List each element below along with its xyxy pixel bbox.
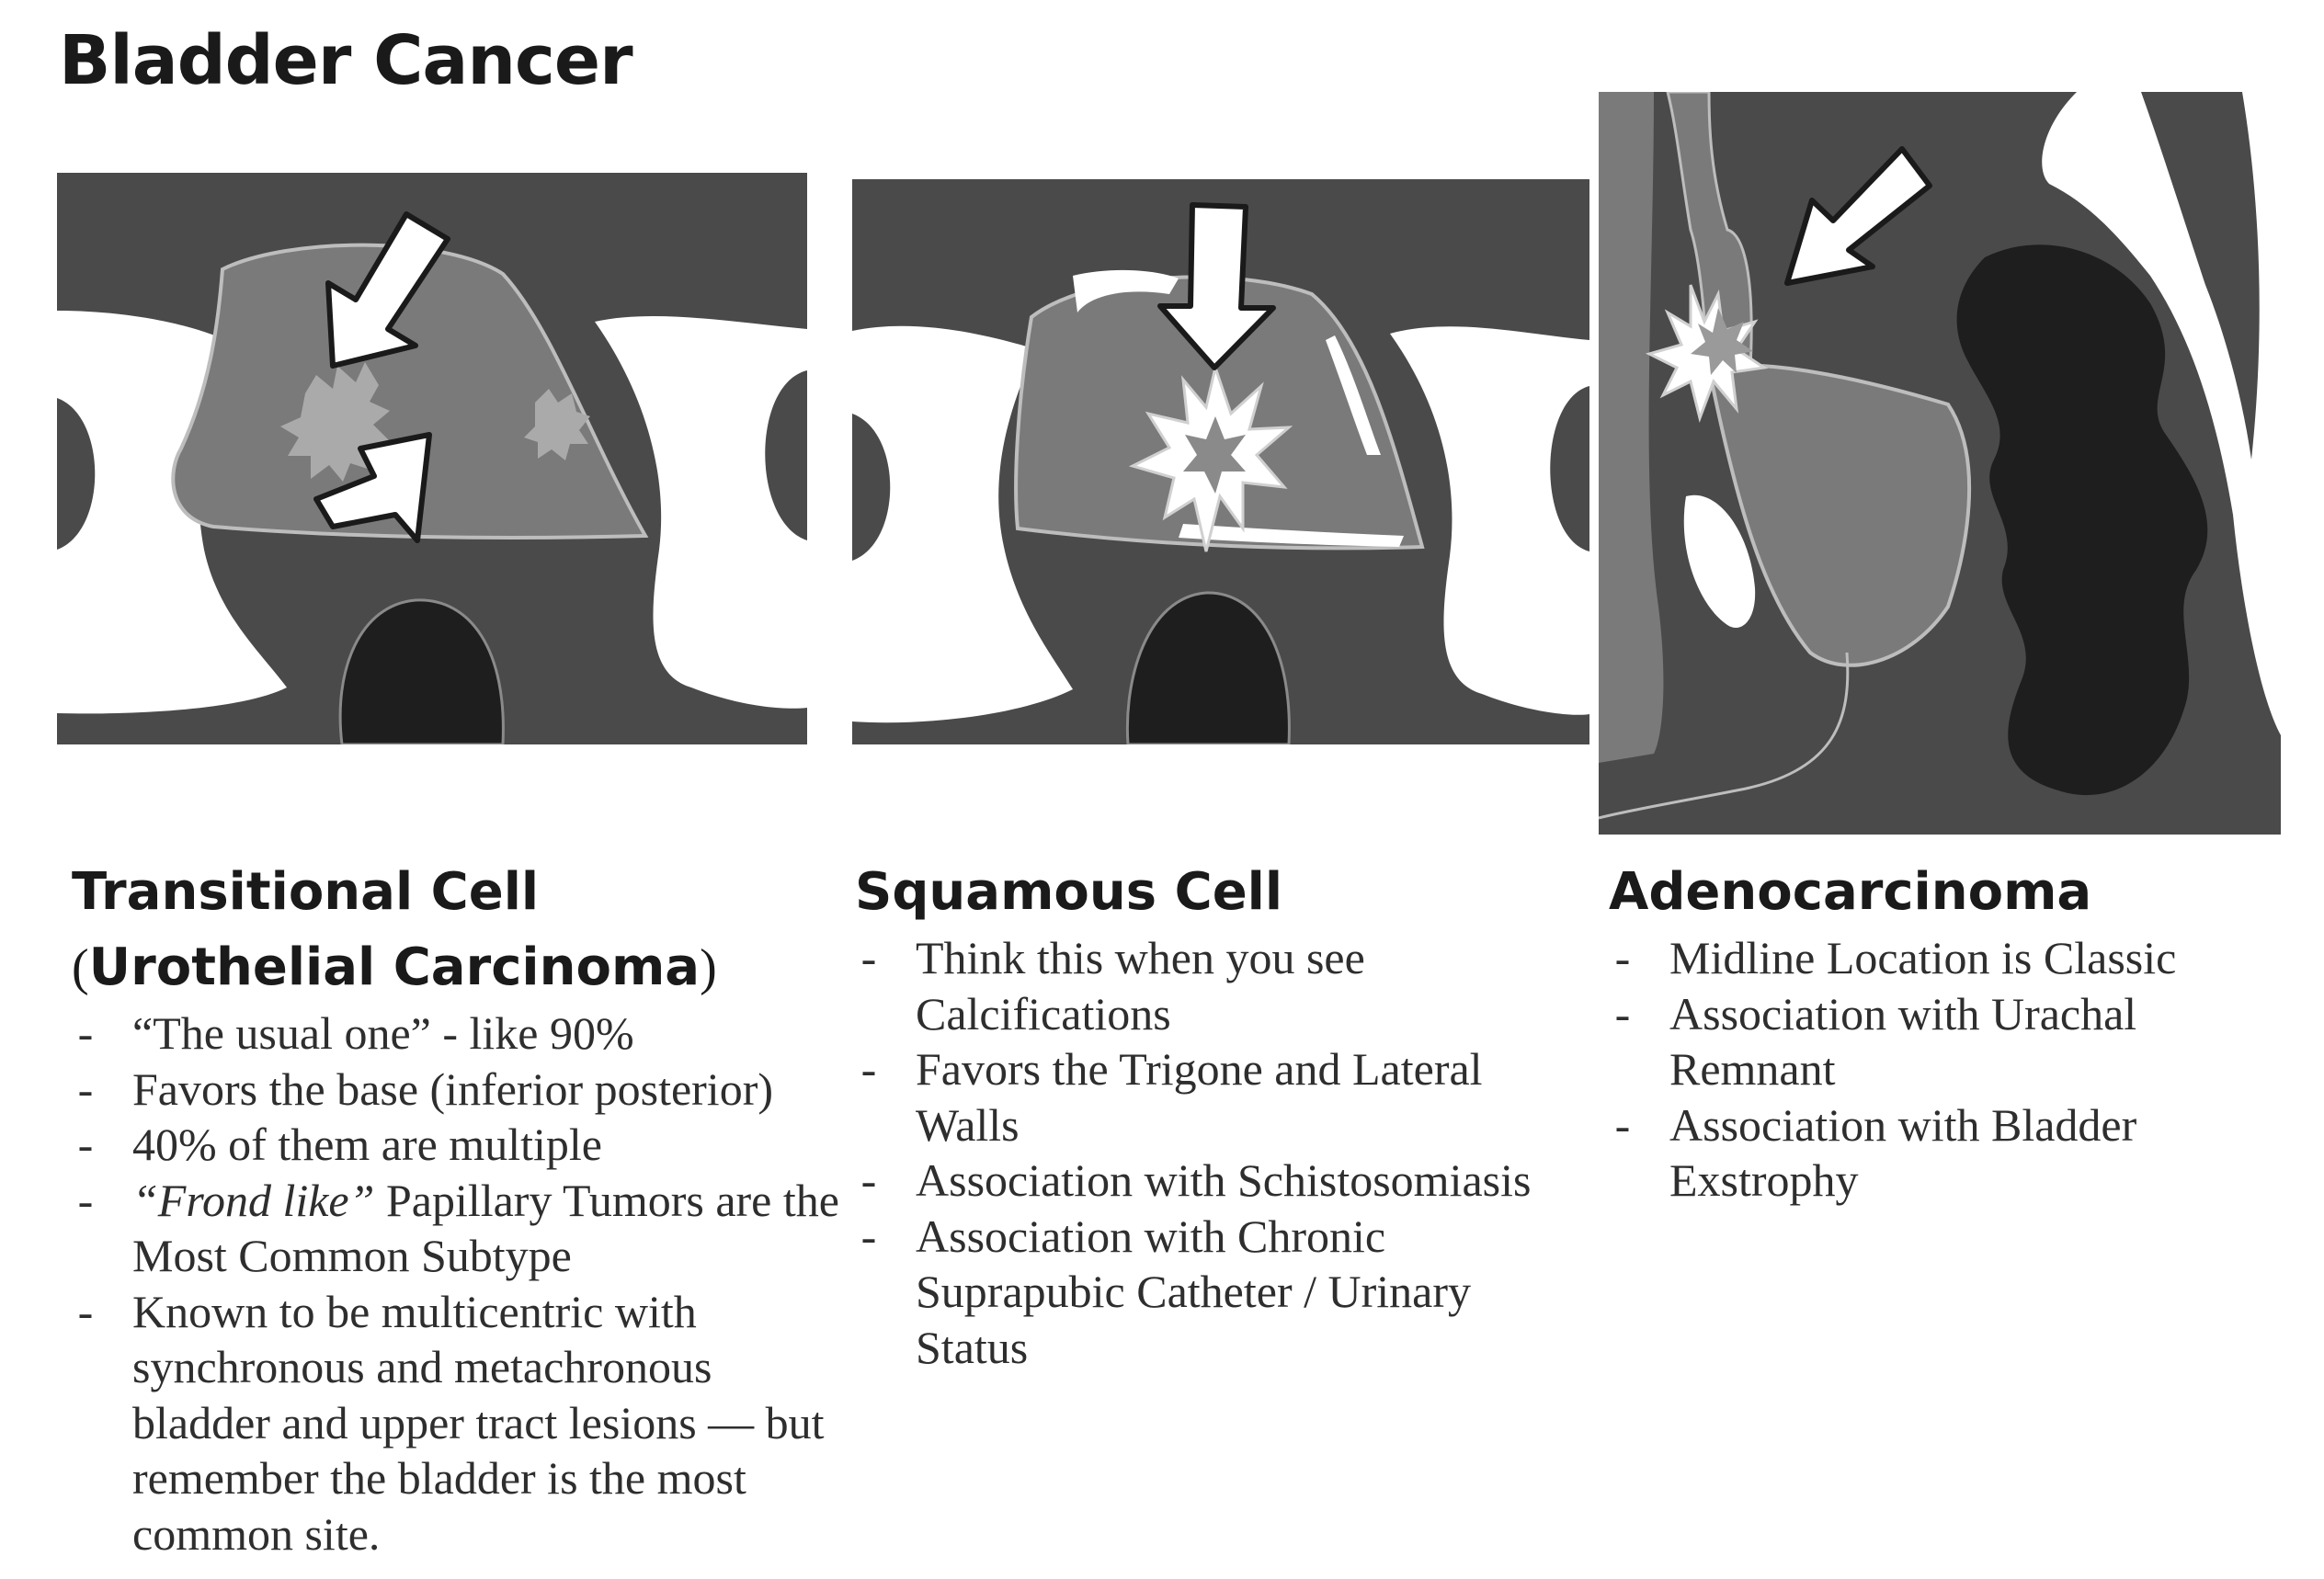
rectum: [1956, 244, 2208, 796]
calcification-wall: [1179, 524, 1404, 547]
bullet-item: Association with Chronic Suprapubic Cath…: [855, 1209, 1572, 1376]
bullet-list: Midline Location is Classic Association …: [1609, 930, 2252, 1209]
subheading-text: Urothelial Carcinoma: [88, 937, 701, 997]
italic-phrase: “Frond like”: [132, 1174, 375, 1226]
bullet-list: Think this when you see Calcifications F…: [855, 930, 1572, 1375]
transitional-cell-section: Transitional Cell (Urothelial Carcinoma)…: [72, 855, 844, 1562]
pelvic-soft-tissue: [2141, 92, 2260, 460]
acetabulum-right: [765, 370, 807, 540]
bullet-item: Midline Location is Classic: [1609, 930, 2252, 986]
bullet-item: 40% of them are multiple: [72, 1117, 844, 1173]
urethra: [1599, 652, 1850, 820]
bullet-item: Association with Urachal Remnant: [1609, 986, 2252, 1097]
bullet-item: Association with Schistosomiasis: [855, 1153, 1572, 1209]
acetabulum-left: [852, 414, 891, 561]
paren-close: ): [700, 939, 717, 996]
bullet-item: Association with Bladder Exstrophy: [1609, 1097, 2252, 1209]
pubic-bone: [1683, 494, 1756, 629]
bullet-item: Think this when you see Calcifications: [855, 930, 1572, 1041]
bullet-item: “Frond like” Papillary Tumors are the Mo…: [72, 1173, 844, 1284]
section-subheading: (Urothelial Carcinoma): [72, 930, 844, 1005]
acetabulum-left: [57, 398, 96, 550]
body-wall: [1599, 92, 1664, 763]
arrow-icon: [1157, 202, 1276, 370]
bullet-item: Known to be multicentric with synchronou…: [72, 1284, 844, 1562]
acetabulum-right: [1550, 386, 1589, 551]
adenocarcinoma-section: Adenocarcinoma Midline Location is Class…: [1609, 855, 2252, 1209]
rectum: [1125, 591, 1291, 744]
adenocarcinoma-illustration: [1599, 92, 2281, 835]
calcification-burst-icon: [1691, 308, 1753, 375]
squamous-cell-section: Squamous Cell Think this when you see Ca…: [855, 855, 1572, 1375]
pelvic-bone-right: [1390, 326, 1589, 715]
arrow-icon: [1784, 146, 1932, 286]
section-heading: Adenocarcinoma: [1609, 862, 2092, 922]
arrow-icon: [325, 211, 450, 369]
section-heading: Squamous Cell: [855, 862, 1283, 922]
bullet-list: “The usual one” - like 90% Favors the ba…: [72, 1005, 844, 1562]
section-heading: Transitional Cell: [72, 862, 540, 922]
bladder: [171, 243, 649, 540]
calcification-wall: [1326, 335, 1381, 455]
squamous-cell-illustration: [852, 179, 1589, 744]
transitional-cell-illustration: [57, 173, 807, 744]
arrow-icon: [313, 432, 432, 543]
pelvic-bone-right: [595, 316, 807, 709]
pelvic-bone-left: [57, 311, 287, 714]
calcification-wall: [1073, 269, 1179, 312]
bullet-item: Favors the Trigone and Lateral Walls: [855, 1041, 1572, 1153]
bullet-item: “The usual one” - like 90%: [72, 1005, 844, 1062]
rectum: [338, 598, 505, 744]
paren-open: (: [72, 939, 89, 996]
calcification-burst-icon: [1183, 416, 1246, 494]
papillary-tumor-icon: [524, 389, 590, 460]
bullet-item: Favors the base (inferior posterior): [72, 1062, 844, 1118]
page-title: Bladder Cancer: [59, 21, 633, 100]
bladder: [1706, 363, 1972, 667]
pelvic-bone-left: [852, 325, 1073, 723]
